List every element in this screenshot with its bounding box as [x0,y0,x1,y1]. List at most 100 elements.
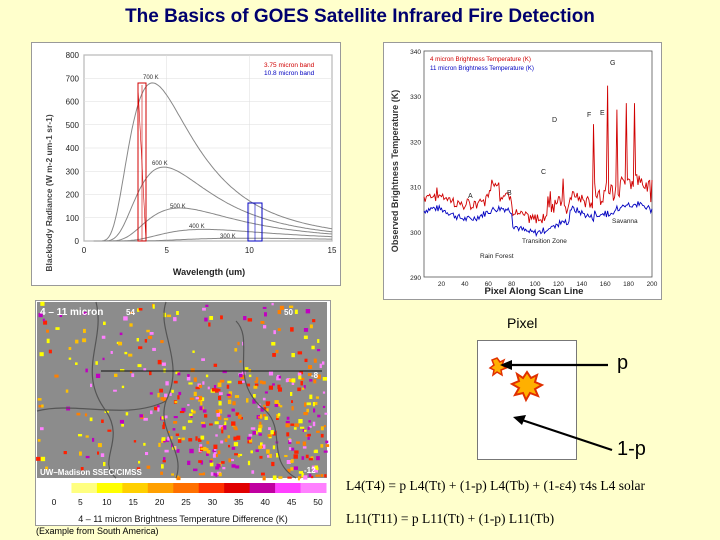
fire-pixel [176,476,181,481]
fire-pixel [209,462,214,467]
fire-pixel [320,433,324,438]
state-borders [36,301,297,479]
fire-pixel [309,379,313,382]
fire-pixel [216,463,221,468]
fire-pixel [284,455,288,458]
fire-pixel [173,317,177,322]
fire-pixel [279,305,284,310]
fire-pixel [100,453,105,458]
planck-chart: Blackbody Radiance (W m-2 um-1 sr-1) Wav… [44,51,337,277]
fire-pixel [158,442,161,447]
fire-pixel [202,472,206,476]
fire-pixel [178,437,181,441]
fire-pixel [260,321,265,324]
scan-xtick: 120 [553,281,564,288]
fire-pixel [286,432,290,437]
colorbar-tick: 5 [78,497,83,507]
fire-pixel [301,456,305,460]
fire-pixel [233,436,237,441]
colorbar-segment [249,483,276,493]
planck-ytick: 500 [66,121,80,130]
sat-credit: UW–Madison SSEC/CIMSS [40,468,142,477]
fire-pixel [175,433,180,437]
fire-pixel [322,391,326,394]
fire-pixel [260,414,263,419]
fire-pixel [290,392,293,396]
fire-pixel [310,475,314,479]
fire-pixel [205,304,209,307]
fire-pixel [138,346,143,350]
fire-pixel [288,378,293,382]
fire-pixel [224,438,228,442]
fire-pixel [137,364,142,368]
fire-pixel [36,456,41,461]
fire-pixel [302,446,307,449]
fire-pixel [193,468,198,472]
fire-pixel [193,377,197,382]
fire-pixel [46,338,50,344]
fire-pixel [227,399,232,405]
fire-pixel [266,402,270,406]
fire-pixel [190,409,194,413]
fire-pixel [238,414,242,419]
fire-pixel [181,437,185,441]
fire-pixel [211,388,217,392]
fire-pixel [251,470,255,474]
fire-pixel [240,375,245,380]
fire-pixel [145,452,149,456]
fire-pixel [296,441,300,444]
fire-pixel [278,476,283,479]
fire-pixel [63,451,67,455]
scan-xlabel: Pixel Along Scan Line [485,286,584,297]
scan-ylabel: Observed Brightness Temperature (K) [390,90,400,252]
fire-pixel [320,444,324,448]
fire-pixel [78,434,83,437]
fire-pixel [220,440,224,444]
fire-pixel [216,412,221,417]
fire-pixel [291,400,294,403]
series-4um-line [423,85,653,224]
fire-pixel [308,365,313,369]
fire-pixel [121,385,125,389]
fire-pixel [312,402,315,407]
fire-pixel [314,402,318,406]
fire-pixel [219,379,225,383]
fire-pixel [289,439,292,443]
fire-pixel [234,348,238,352]
fire-pixel [277,384,281,390]
fire-pixel [174,400,178,404]
fire-pixel [204,414,208,418]
fire-pixel [231,459,235,462]
fire-pixel [164,415,168,419]
fire-pixel [317,349,321,352]
fire-pixel [198,438,202,442]
fire-pixel [233,442,239,447]
fire-pixel [308,420,311,423]
fire-pixel [129,370,133,374]
fire-pixel [143,442,146,446]
colorbar-segment [173,483,200,493]
fire-pixel [172,428,176,431]
fire-pixel [226,384,230,389]
fire-pixel [293,454,298,459]
fire-pixel [187,420,193,423]
fire-pixel [101,419,104,423]
fire-pixel [303,385,306,389]
fire-pixel [291,406,294,411]
fire-pixel [202,381,205,385]
planck-xtick: 15 [328,246,337,255]
fire-pixel [68,347,72,350]
fire-pixel [273,330,276,335]
sat-lon-50: 50 [284,308,293,317]
fire-pixel [161,464,164,469]
fire-pixel [40,456,46,462]
fire-pixel [101,335,106,339]
colorbar-tick: 40 [260,497,270,507]
fire-pixel [215,409,220,414]
fire-pixel [261,472,265,476]
colorbar-segment [224,483,251,493]
fire-pixel [210,458,214,461]
fire-pixel [212,453,217,458]
fire-pixel [161,416,166,420]
fire-pixel [260,380,263,384]
